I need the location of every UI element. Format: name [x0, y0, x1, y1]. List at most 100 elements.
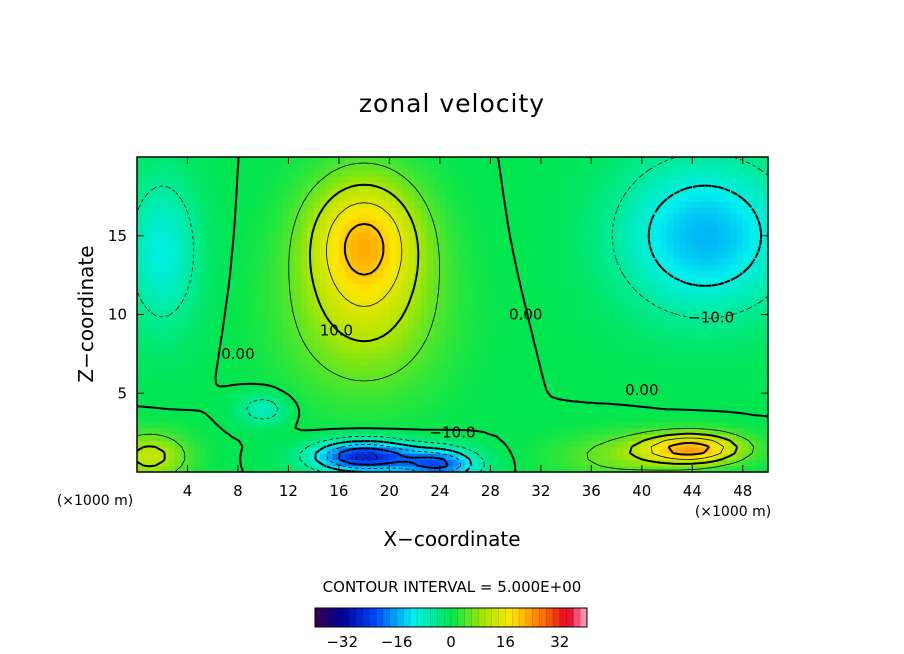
heatmap-cell: [622, 182, 630, 190]
heatmap-cell: [408, 226, 416, 234]
heatmap-cell: [553, 295, 561, 303]
heatmap-cell: [137, 314, 144, 322]
heatmap-cell: [282, 308, 290, 316]
heatmap-cell: [364, 415, 372, 423]
heatmap-cell: [603, 358, 611, 366]
heatmap-cell: [603, 295, 611, 303]
heatmap-cell: [168, 157, 176, 164]
heatmap-cell: [155, 169, 163, 177]
heatmap-cell: [237, 327, 245, 334]
heatmap-cell: [660, 396, 668, 404]
heatmap-cell: [275, 327, 283, 334]
heatmap-cell: [471, 194, 479, 202]
heatmap-cell: [313, 207, 321, 215]
heatmap-cell: [566, 169, 573, 177]
heatmap-cell: [181, 402, 189, 410]
heatmap-cell: [244, 427, 252, 435]
heatmap-cell: [250, 283, 258, 290]
heatmap-cell: [736, 327, 744, 334]
heatmap-cell: [383, 245, 390, 253]
heatmap-cell: [174, 390, 182, 397]
heatmap-cell: [553, 283, 561, 290]
heatmap-cell: [635, 213, 643, 221]
heatmap-cell: [603, 226, 611, 234]
heatmap-cell: [679, 182, 687, 190]
heatmap-cell: [237, 314, 245, 322]
heatmap-cell: [648, 421, 656, 429]
heatmap-cell: [629, 207, 637, 215]
heatmap-cell: [319, 459, 327, 467]
heatmap-cell: [641, 226, 649, 234]
heatmap-cell: [219, 238, 226, 246]
heatmap-cell: [269, 201, 277, 208]
heatmap-cell: [610, 358, 618, 366]
heatmap-cell: [345, 390, 353, 397]
heatmap-cell: [761, 245, 768, 253]
heatmap-cell: [137, 270, 144, 278]
heatmap-cell: [244, 446, 252, 454]
heatmap-cell: [313, 264, 321, 271]
heatmap-cell: [622, 314, 630, 322]
heatmap-cell: [225, 327, 233, 334]
heatmap-cell: [389, 301, 397, 309]
heatmap-cell: [237, 301, 245, 309]
heatmap-cell: [162, 352, 170, 360]
heatmap-cell: [364, 453, 372, 460]
heatmap-cell: [319, 415, 327, 423]
heatmap-cell: [212, 169, 220, 177]
heatmap-cell: [572, 207, 580, 215]
heatmap-cell: [477, 333, 485, 341]
heatmap-cell: [263, 409, 271, 416]
heatmap-cell: [439, 289, 447, 297]
heatmap-cell: [597, 194, 605, 202]
heatmap-cell: [471, 371, 479, 379]
heatmap-cell: [679, 383, 687, 391]
heatmap-cell: [174, 238, 182, 246]
heatmap-cell: [155, 434, 163, 442]
heatmap-cell: [433, 264, 441, 271]
heatmap-cell: [376, 453, 384, 460]
heatmap-cell: [383, 320, 390, 328]
heatmap-cell: [319, 377, 327, 385]
heatmap-cell: [749, 270, 756, 278]
heatmap-cell: [496, 194, 504, 202]
heatmap-cell: [509, 308, 517, 316]
heatmap-cell: [275, 226, 283, 234]
heatmap-cell: [244, 415, 252, 423]
heatmap-cell: [143, 220, 151, 227]
heatmap-cell: [679, 283, 687, 290]
heatmap-cell: [736, 352, 744, 360]
heatmap-cell: [263, 169, 271, 177]
heatmap-cell: [528, 333, 536, 341]
heatmap-cell: [698, 352, 706, 360]
heatmap-cell: [332, 220, 340, 227]
heatmap-cell: [263, 364, 271, 372]
heatmap-cell: [749, 245, 756, 253]
heatmap-cell: [685, 226, 693, 234]
heatmap-cell: [572, 383, 580, 391]
heatmap-cell: [597, 358, 605, 366]
heatmap-cell: [553, 409, 561, 416]
heatmap-cell: [635, 339, 643, 347]
heatmap-cell: [534, 434, 542, 442]
heatmap-cell: [408, 346, 416, 353]
heatmap-cell: [711, 421, 719, 429]
heatmap-cell: [143, 264, 151, 271]
heatmap-cell: [660, 226, 668, 234]
heatmap-cell: [433, 352, 441, 360]
heatmap-cell: [275, 396, 283, 404]
heatmap-cell: [490, 421, 498, 429]
heatmap-cell: [704, 320, 712, 328]
heatmap-cell: [345, 377, 353, 385]
heatmap-cell: [370, 346, 378, 353]
heatmap-cell: [547, 157, 555, 164]
heatmap-cell: [603, 415, 611, 423]
heatmap-cell: [477, 453, 485, 460]
heatmap-cell: [200, 390, 208, 397]
heatmap-cell: [326, 358, 334, 366]
heatmap-cell: [622, 169, 630, 177]
heatmap-cell: [250, 257, 258, 265]
heatmap-cell: [572, 270, 580, 278]
heatmap-cell: [578, 459, 586, 467]
heatmap-cell: [477, 238, 485, 246]
